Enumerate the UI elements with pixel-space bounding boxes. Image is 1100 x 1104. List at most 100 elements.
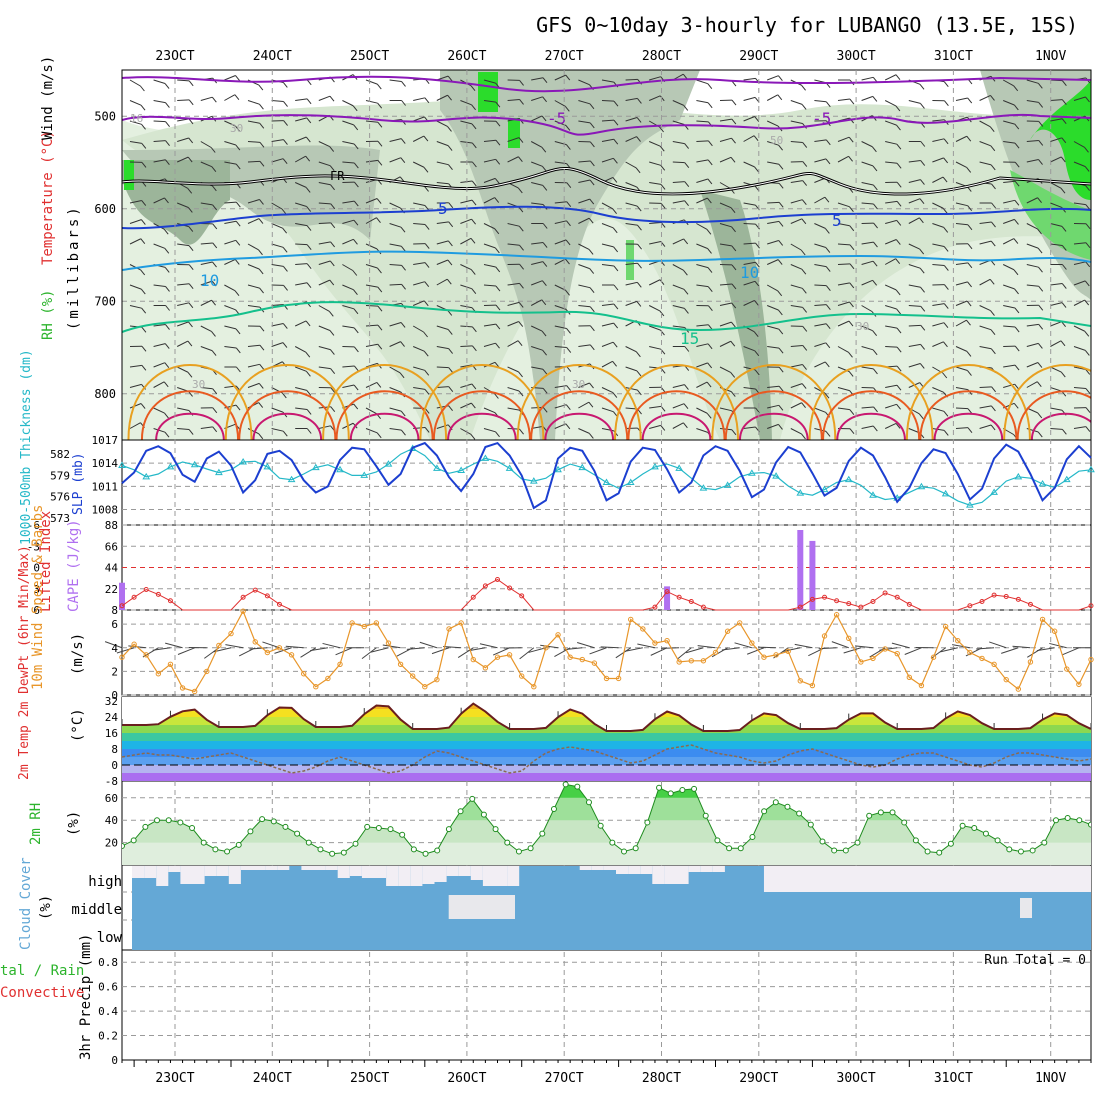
rh-point [283,824,288,829]
contour-label: 16 [130,112,143,125]
pressure-tick-label: 600 [94,202,116,216]
rh-label: 2m RH [28,803,44,845]
rh-tick-label: 60 [105,792,118,805]
date-label-top: 27OCT [545,49,584,64]
cloud-high-gap [301,866,313,870]
cloud-high-gap [592,866,604,870]
wind-barb [989,642,1006,648]
cloud-high-gap [205,866,217,876]
rh-point [586,800,591,805]
wind-barb [407,648,425,650]
wind-barb [165,643,182,648]
rh-point [166,818,171,823]
precip-tick-label: 0 [111,1054,118,1067]
rh-point [458,809,463,814]
rh-point [715,838,720,843]
rh-point [178,820,183,825]
date-label-top: 28OCT [642,49,681,64]
cape-tick-label: 8 [111,604,118,617]
wind-barb [480,644,498,648]
rh-point [832,848,837,853]
wind-barb [838,264,850,265]
rh-point [867,813,872,818]
thickness-tick-label: 582 [50,448,70,461]
temp-tick-label: 24 [105,711,119,724]
cloud-high-gap [410,866,422,886]
cloud-high-gap [265,866,277,870]
wind-barb [154,121,166,122]
rh-point [995,838,1000,843]
cloud-high-gap [677,866,689,884]
rh-point [820,839,825,844]
cloud-high-gap [386,866,398,886]
wind-barb [744,224,756,225]
rh-point [1065,815,1070,820]
profile-temp-label: Temperature (°C) [40,130,56,265]
rh-point [797,811,802,816]
wind-barb [909,325,921,326]
rh-point [1042,840,1047,845]
rh-point [762,809,767,814]
date-label-bottom: 31OCT [934,1071,973,1086]
wind-barb [323,643,340,647]
wind-barb [420,642,437,648]
wind-tick-label: 2 [111,665,118,678]
cloud-high-gap [144,866,156,878]
rh-panel [120,782,1094,865]
date-label-top: 1NOV [1035,49,1066,64]
rh-point [516,849,521,854]
wind-barb [661,648,679,649]
rh-point [785,804,790,809]
rh-point [190,826,195,831]
cape-bar [797,530,803,610]
rh-point [843,848,848,853]
rh-point [236,842,241,847]
rh-point [668,791,673,796]
temp-color-band [122,757,1091,765]
rh-point [750,835,755,840]
cloud-middle-gap [1020,898,1032,918]
cape-tick-label: 66 [105,540,118,553]
date-label-top: 29OCT [739,49,778,64]
rh-point [260,817,265,822]
wind-barb [177,100,189,101]
cloud-high-gap [507,866,519,886]
rh-point [913,838,918,843]
rh-point [365,824,370,829]
rh-high-patch [478,72,498,112]
contour-label: 30 [572,378,585,391]
contour-label: -5 [812,109,831,128]
rh-point [330,851,335,856]
temp-tick-label: 16 [105,727,118,740]
temp-tick-label: -8 [105,775,118,788]
wind-barb [301,648,316,658]
rh-point [248,829,253,834]
rh-point [890,810,895,815]
cloud-high-gap [580,866,592,870]
rh-point [213,847,218,852]
li-line [122,580,1091,611]
wind-barb [366,306,378,307]
temp-tick-label: 32 [105,695,118,708]
precip-unit-label: 3hr Precip (mm) [78,934,94,1060]
date-label-bottom: 30OCT [837,1071,876,1086]
cloud-high-gap [422,866,434,884]
wind-barb [248,161,260,162]
date-label-top: 23OCT [155,49,194,64]
rh-point [878,810,883,815]
cloud-high-gap [277,866,289,870]
rh-point [493,827,498,832]
rh-point [622,849,627,854]
wind-barb [443,647,461,648]
wind-barb [651,648,667,656]
precip-tick-label: 0.4 [98,1005,118,1018]
cloud-high-gap [447,866,459,876]
rh-point [470,796,475,801]
cloud-high-gap [217,866,229,876]
wind-barb [602,101,614,102]
cloud-high-gap [193,866,205,884]
rh-point [948,841,953,846]
cloud-high-gap [180,866,192,884]
rh-point [645,820,650,825]
